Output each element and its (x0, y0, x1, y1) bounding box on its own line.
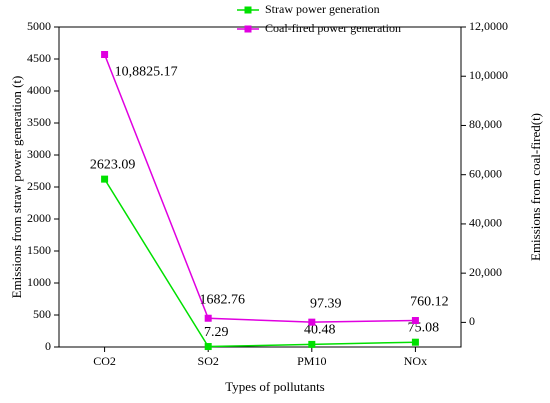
y-tick-label: 2000 (27, 211, 51, 225)
y2-tick-label: 0 (469, 314, 475, 328)
y-tick-label: 4500 (27, 51, 51, 65)
data-label: 40.48 (304, 323, 336, 338)
legend-label: Coal-fired power generation (265, 21, 401, 35)
series-line (103, 54, 416, 323)
y2-tick-label: 12,0000 (469, 19, 508, 33)
marker (101, 51, 109, 59)
y2-tick-label: 10,0000 (469, 68, 508, 82)
y-tick-label: 1500 (27, 243, 51, 257)
data-label: 1682.76 (199, 292, 245, 307)
marker (204, 343, 212, 351)
legend-marker (244, 25, 252, 33)
y2-axis-label: Emissions from coal-fired(t) (528, 113, 543, 261)
data-label: 2623.09 (90, 157, 136, 172)
x-tick-label: NOx (404, 354, 427, 368)
marker (411, 338, 419, 346)
y-tick-label: 5000 (27, 19, 51, 33)
y-tick-label: 1000 (27, 275, 51, 289)
y-tick-label: 3500 (27, 115, 51, 129)
data-label: 75.08 (408, 320, 440, 335)
y-tick-label: 500 (33, 307, 51, 321)
data-label: 97.39 (310, 296, 342, 311)
y-tick-label: 3000 (27, 147, 51, 161)
x-tick-label: SO2 (198, 354, 219, 368)
data-label: 7.29 (204, 325, 229, 340)
marker (411, 317, 419, 325)
y-tick-label: 0 (45, 339, 51, 353)
x-tick-label: CO2 (93, 354, 116, 368)
marker (101, 175, 109, 183)
series-line (103, 178, 416, 348)
y-tick-label: 4000 (27, 83, 51, 97)
y-axis-label: Emissions from straw power generation (t… (9, 76, 24, 299)
legend-marker (244, 6, 252, 14)
y2-tick-label: 20,000 (469, 265, 502, 279)
y2-tick-label: 60,000 (469, 166, 502, 180)
x-tick-label: PM10 (297, 354, 326, 368)
y2-tick-label: 40,000 (469, 216, 502, 230)
marker (308, 318, 316, 326)
data-label: 10,8825.17 (115, 65, 178, 80)
marker (204, 314, 212, 322)
legend-label: Straw power generation (265, 2, 380, 16)
y-tick-label: 2500 (27, 179, 51, 193)
data-label: 760.12 (410, 295, 449, 310)
y2-tick-label: 80,000 (469, 117, 502, 131)
marker (308, 340, 316, 348)
x-axis-label: Types of pollutants (225, 379, 324, 394)
